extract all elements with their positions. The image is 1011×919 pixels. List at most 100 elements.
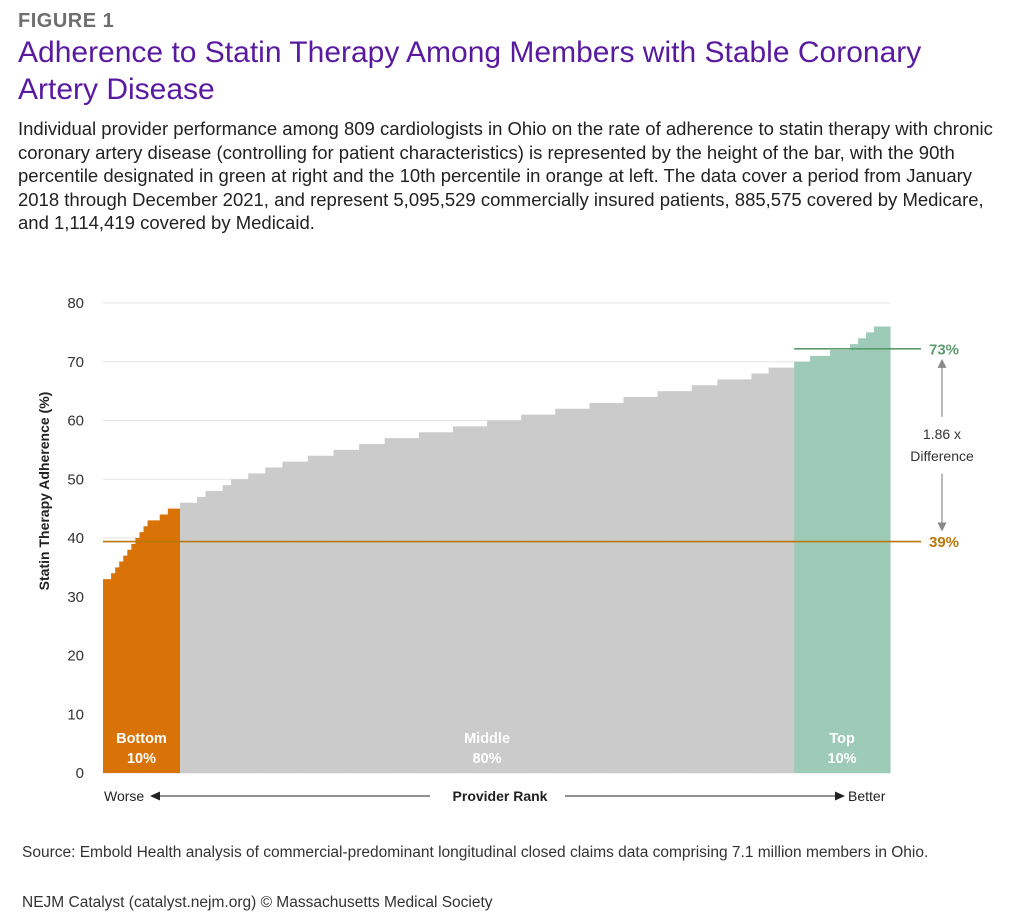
bar-middle bbox=[418, 432, 428, 773]
bar-middle bbox=[316, 455, 326, 773]
bar-middle bbox=[248, 473, 258, 774]
bar-top bbox=[882, 326, 887, 773]
bar-middle bbox=[555, 408, 565, 773]
y-tick-label: 70 bbox=[67, 354, 84, 371]
group-pct-top: 10% bbox=[828, 751, 857, 767]
bar-middle bbox=[777, 367, 787, 774]
y-tick-label: 20 bbox=[67, 648, 84, 665]
difference-value: 1.86 x bbox=[923, 426, 961, 442]
bar-middle bbox=[623, 397, 633, 773]
bar-middle bbox=[538, 414, 548, 774]
x-axis-left-label: Worse bbox=[104, 788, 144, 804]
y-tick-label: 0 bbox=[76, 765, 84, 782]
credit-line: NEJM Catalyst (catalyst.nejm.org) © Mass… bbox=[22, 894, 493, 911]
bar-bottom bbox=[131, 543, 137, 774]
bar-middle bbox=[299, 461, 309, 774]
bar-bottom bbox=[159, 514, 165, 773]
bar-middle bbox=[427, 432, 437, 773]
group-pct-bottom: 10% bbox=[127, 751, 156, 767]
bar-middle bbox=[478, 426, 488, 774]
figure-description: Individual provider performance among 80… bbox=[18, 118, 993, 233]
bar-middle bbox=[504, 420, 514, 773]
bar-top bbox=[830, 350, 835, 773]
bar-bottom bbox=[135, 538, 141, 773]
bar-bottom bbox=[107, 579, 112, 774]
bar-bottom bbox=[119, 561, 124, 773]
bar-top bbox=[802, 361, 807, 773]
bar-middle bbox=[307, 455, 318, 773]
bar-middle bbox=[384, 438, 394, 774]
bar-middle bbox=[640, 397, 650, 773]
bar-middle bbox=[606, 402, 616, 774]
bar-middle bbox=[768, 367, 778, 774]
y-tick-label: 60 bbox=[67, 413, 84, 430]
bar-top bbox=[842, 350, 847, 773]
y-axis-label: Statin Therapy Adherence (%) bbox=[36, 392, 52, 591]
bar-middle bbox=[760, 373, 770, 773]
bar-middle bbox=[333, 449, 343, 774]
bar-top bbox=[866, 332, 871, 774]
bar-bottom bbox=[167, 508, 173, 774]
group-label-bottom: Bottom bbox=[116, 731, 167, 747]
bar-middle bbox=[197, 496, 207, 774]
bar-middle bbox=[572, 408, 582, 773]
bar-middle bbox=[444, 432, 454, 773]
bar-top bbox=[870, 332, 875, 774]
bar-top bbox=[814, 355, 819, 774]
group-labels: Bottom 10% Middle 80% Top 10% bbox=[116, 731, 857, 767]
group-label-top: Top bbox=[829, 731, 855, 747]
bar-top bbox=[834, 350, 839, 773]
bar-middle bbox=[751, 373, 761, 773]
bar-top bbox=[854, 344, 859, 774]
bar-middle bbox=[410, 438, 420, 774]
bar-middle bbox=[367, 444, 377, 773]
bar-middle bbox=[657, 391, 667, 774]
bar-middle bbox=[231, 479, 241, 773]
bar-top bbox=[818, 355, 823, 774]
bar-top bbox=[878, 326, 883, 773]
x-axis-label: Provider Rank bbox=[453, 788, 548, 804]
bar-middle bbox=[666, 391, 676, 774]
y-tick-label: 40 bbox=[67, 530, 84, 547]
bar-middle bbox=[708, 385, 718, 773]
bar-middle bbox=[512, 420, 522, 773]
bar-middle bbox=[487, 420, 497, 773]
bar-bottom bbox=[139, 532, 145, 773]
reference-label-bottom: 39% bbox=[929, 534, 959, 551]
bar-middle bbox=[435, 432, 445, 773]
bar-top bbox=[838, 350, 843, 773]
y-tick-label: 80 bbox=[67, 295, 84, 312]
bar-middle bbox=[589, 402, 599, 774]
bar-middle bbox=[282, 461, 292, 774]
bar-middle bbox=[725, 379, 736, 774]
bar-top bbox=[846, 350, 851, 773]
bar-middle bbox=[615, 402, 625, 774]
bar-middle bbox=[342, 449, 352, 774]
y-tick-labels: 0 10 20 30 40 50 60 70 80 bbox=[67, 295, 84, 782]
bar-middle bbox=[256, 473, 266, 774]
bar-top bbox=[862, 338, 867, 773]
bar-bottom bbox=[127, 549, 132, 773]
bar-middle bbox=[563, 408, 573, 773]
bar-middle bbox=[785, 367, 795, 774]
bar-bottom bbox=[123, 555, 128, 774]
bar-middle bbox=[461, 426, 471, 774]
bar-middle bbox=[632, 397, 642, 773]
bar-bottom bbox=[103, 579, 108, 774]
bar-middle bbox=[359, 444, 369, 773]
bar-middle bbox=[350, 449, 360, 774]
arrowhead-up bbox=[937, 358, 947, 368]
bar-middle bbox=[324, 455, 335, 773]
bar-middle bbox=[734, 379, 744, 774]
difference-annotation: 1.86 x Difference bbox=[910, 358, 974, 532]
bar-middle bbox=[742, 379, 753, 774]
bar-top bbox=[826, 355, 831, 774]
reference-label-top: 73% bbox=[929, 341, 959, 358]
bar-bottom bbox=[147, 520, 153, 774]
bar-middle bbox=[239, 479, 249, 773]
y-tick-label: 30 bbox=[67, 589, 84, 606]
bar-middle bbox=[188, 502, 198, 773]
bar-middle bbox=[452, 426, 463, 774]
bar-middle bbox=[691, 385, 701, 773]
x-axis-right-arrow bbox=[565, 791, 845, 801]
